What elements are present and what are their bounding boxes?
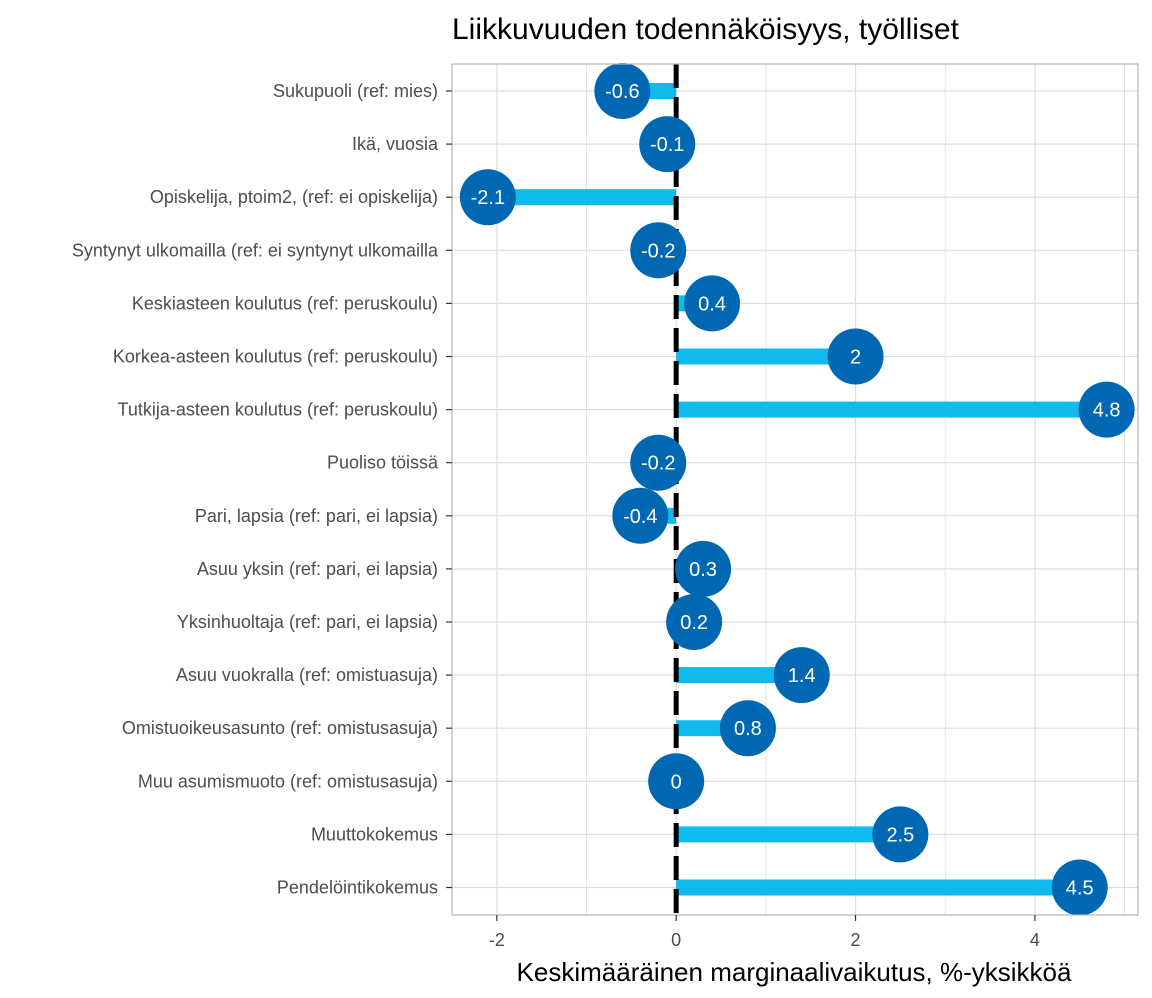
x-axis-ticks: -2 0 2 4 bbox=[489, 915, 1040, 950]
data-label: -2.1 bbox=[471, 187, 505, 209]
y-tick-label: Asuu vuokralla (ref: omistuasuja) bbox=[176, 665, 438, 685]
x-tick-label: 0 bbox=[671, 930, 681, 950]
data-point bbox=[459, 169, 516, 226]
data-label: 2.5 bbox=[886, 824, 914, 846]
point-series: -0.6 -0.1 -2.1 -0.2 0.4 2 4.8 -0.2 -0.4 0.3 0.2 1.4… bbox=[459, 63, 1135, 916]
category-labels: Sukupuoli (ref: mies) Ikä, vuosia Opiskeli… bbox=[72, 81, 452, 898]
data-point bbox=[872, 806, 929, 863]
y-tick-label: Opiskelija, ptoim2, (ref: ei opiskelija) bbox=[150, 187, 438, 207]
data-label: 0 bbox=[671, 771, 682, 793]
bar bbox=[676, 826, 901, 843]
data-point bbox=[639, 116, 696, 173]
chart-title: Liikkuvuuden todennäköisyys, työlliset bbox=[452, 13, 960, 46]
bar-series bbox=[487, 83, 1107, 896]
y-tick-label: Korkea-asteen koulutus (ref: peruskoulu) bbox=[113, 347, 438, 367]
data-label: 4.5 bbox=[1066, 878, 1094, 900]
x-tick-label: 2 bbox=[851, 930, 861, 950]
data-label: 0.2 bbox=[680, 612, 708, 634]
data-label: 0.4 bbox=[698, 293, 726, 315]
y-tick-label: Puoliso töissä bbox=[327, 453, 439, 473]
bar bbox=[487, 189, 677, 206]
data-point bbox=[648, 753, 705, 810]
data-point bbox=[630, 222, 687, 279]
y-tick-label: Asuu yksin (ref: pari, ei lapsia) bbox=[197, 559, 438, 579]
data-label: 0.3 bbox=[689, 559, 717, 581]
y-tick-label: Yksinhuoltaja (ref: pari, ei lapsia) bbox=[177, 612, 438, 632]
data-point bbox=[612, 487, 669, 544]
bar bbox=[676, 879, 1080, 896]
y-tick-label: Omistuoikeusasunto (ref: omistusasuja) bbox=[122, 718, 438, 738]
data-label: 4.8 bbox=[1093, 400, 1121, 422]
data-point bbox=[675, 540, 732, 597]
y-tick-label: Pari, lapsia (ref: pari, ei lapsia) bbox=[195, 506, 438, 526]
x-tick-label: 4 bbox=[1030, 930, 1040, 950]
data-point bbox=[594, 63, 651, 119]
y-tick-label: Pendelöintikokemus bbox=[277, 878, 438, 898]
x-tick-label: -2 bbox=[489, 930, 505, 950]
y-tick-label: Syntynyt ulkomailla (ref: ei syntynyt ul… bbox=[72, 240, 439, 260]
data-point bbox=[630, 434, 687, 491]
data-label: -0.2 bbox=[641, 453, 675, 475]
y-tick-label: Sukupuoli (ref: mies) bbox=[273, 81, 438, 101]
data-point bbox=[773, 647, 830, 704]
bar bbox=[676, 667, 802, 684]
data-point bbox=[1078, 381, 1135, 438]
bar bbox=[676, 401, 1107, 418]
data-point bbox=[684, 275, 741, 332]
data-label: -0.6 bbox=[605, 81, 639, 103]
y-tick-label: Muuttokokemus bbox=[311, 824, 438, 844]
x-axis-title: Keskimääräinen marginaalivaikutus, %-yks… bbox=[517, 957, 1072, 987]
data-label: -0.1 bbox=[650, 134, 684, 156]
y-tick-label: Muu asumismuoto (ref: omistusasuja) bbox=[138, 771, 438, 791]
data-label: 2 bbox=[850, 347, 861, 369]
data-label: 0.8 bbox=[734, 718, 762, 740]
data-label: -0.4 bbox=[623, 506, 657, 528]
data-point bbox=[827, 328, 884, 385]
bar bbox=[676, 348, 856, 365]
data-label: 1.4 bbox=[788, 665, 816, 687]
y-tick-label: Ikä, vuosia bbox=[352, 134, 439, 154]
data-point bbox=[666, 594, 723, 650]
y-tick-label: Keskiasteen koulutus (ref: peruskoulu) bbox=[132, 293, 438, 313]
data-point bbox=[719, 700, 776, 757]
data-point bbox=[1051, 859, 1108, 916]
data-label: -0.2 bbox=[641, 240, 675, 262]
panel-border bbox=[451, 63, 1139, 916]
y-tick-label: Tutkija-asteen koulutus (ref: peruskoulu… bbox=[118, 400, 438, 420]
